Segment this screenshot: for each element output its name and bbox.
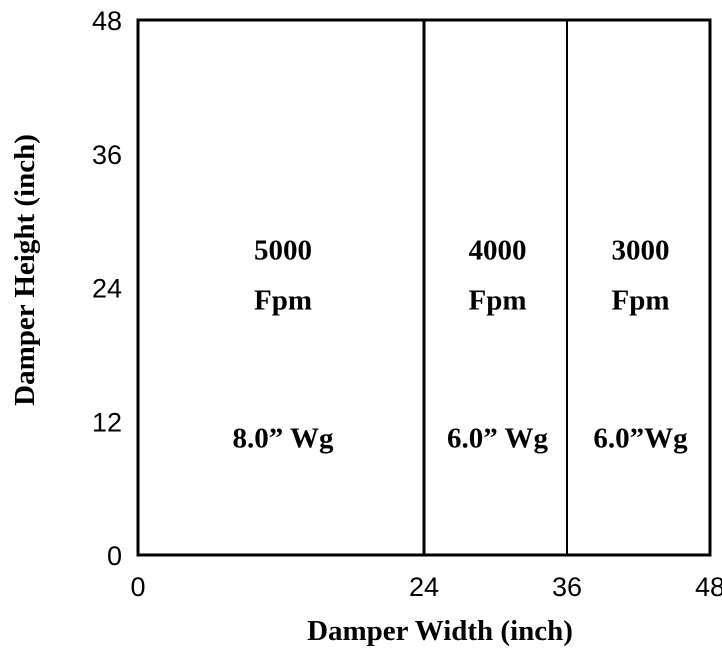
divider-layer [422,20,568,555]
y-tick-label: 36 [92,140,122,170]
region-velocity-value: 5000 [254,235,312,267]
region-labels: 5000 Fpm 8.0” Wg 4000 Fpm 6.0” Wg 3000 Fpm 6.0”W… [233,235,689,455]
y-tick-label: 0 [107,541,122,571]
region-pressure: 6.0” Wg [447,422,548,454]
region-pressure: 8.0” Wg [233,422,334,454]
y-tick-label: 48 [92,6,122,36]
x-axis-title: Damper Width (inch) [307,615,573,647]
y-tick-label: 24 [92,274,122,304]
region-velocity-unit: Fpm [469,285,527,317]
region-pressure: 6.0”Wg [593,422,688,454]
region-velocity-unit: Fpm [612,285,670,317]
x-tick-label: 0 [130,572,145,602]
x-tick-labels: 0 24 36 48 [130,572,722,602]
region-velocity-value: 4000 [469,235,527,267]
x-tick-label: 24 [409,572,439,602]
x-tick-label: 48 [695,572,722,602]
y-tick-labels: 0 12 24 36 48 [92,6,122,571]
region-velocity-unit: Fpm [254,285,312,317]
x-tick-label: 36 [552,572,582,602]
region-velocity-value: 3000 [612,235,670,267]
y-tick-label: 12 [92,407,122,437]
y-axis-title: Damper Height (inch) [9,134,41,406]
